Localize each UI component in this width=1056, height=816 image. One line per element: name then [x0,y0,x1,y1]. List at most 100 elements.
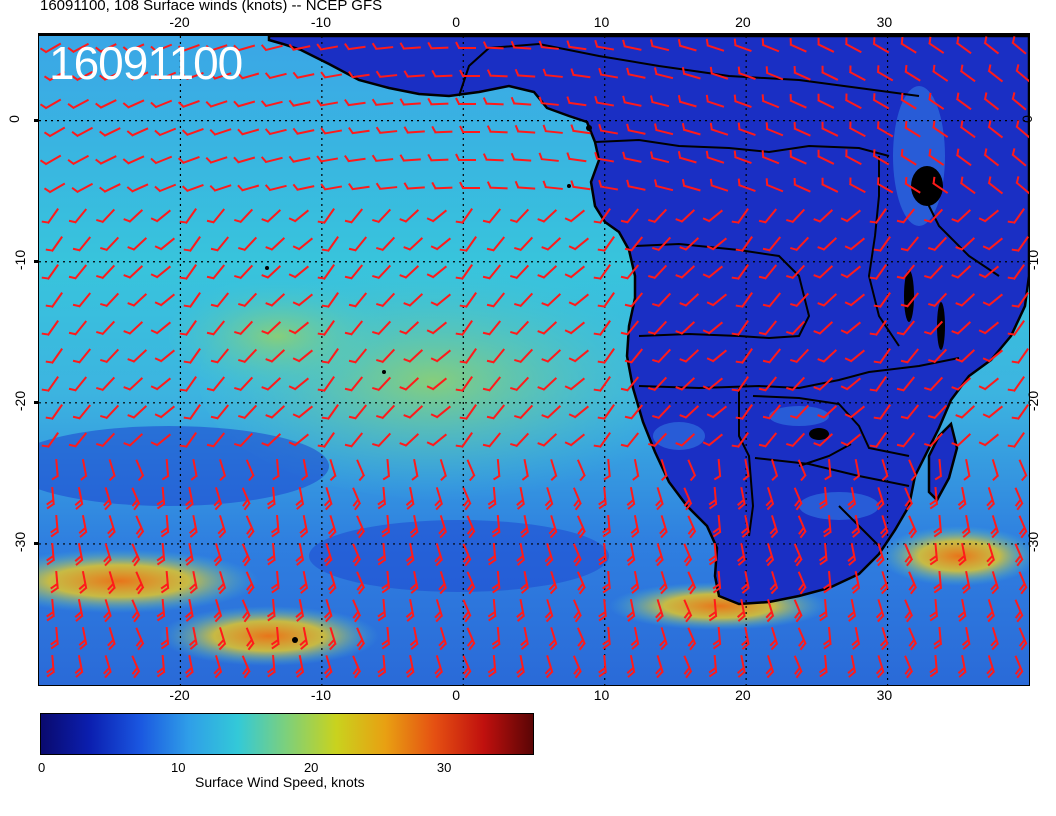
wind-barb [765,178,784,193]
wind-barb [183,292,201,308]
wind-barb [327,571,337,595]
wind-barb [206,320,226,336]
wind-barb [409,570,419,594]
wind-barb [765,543,775,567]
lat-tick-left: 0 [5,114,22,123]
wind-barb [399,265,420,279]
wind-barb [904,176,921,194]
wind-barb [516,486,525,510]
wind-barb [123,433,144,447]
wind-barb [896,264,916,280]
wind-barb [434,487,443,511]
wind-barb [206,376,226,392]
wind-barb [789,93,807,109]
wind-barb [769,571,779,595]
wind-barb [626,598,636,622]
wind-barb [817,37,835,53]
wind-barb [372,208,392,224]
wind-barb [96,208,116,224]
lat-tick-right: -10 [1025,249,1042,270]
wind-barb [1018,571,1028,595]
wind-barb [818,654,828,678]
wind-barb [430,293,452,307]
wind-barb [687,571,697,595]
wind-barb [438,627,447,651]
wind-barb [264,184,287,192]
wind-barb [626,654,636,678]
wind-barb [265,237,286,251]
wind-barb [708,542,718,566]
wind-barb [963,458,971,481]
wind-barb [156,542,166,566]
wind-barb [568,405,590,419]
wind-barb [961,570,971,594]
wind-barb [844,237,866,251]
wind-barb [896,208,916,224]
wind-barb [399,154,421,162]
lat-tick-right: -20 [1025,390,1042,411]
wind-barb [876,65,894,82]
wind-barb [160,514,170,538]
wind-barb [323,599,333,623]
lakes [265,125,945,643]
wind-barb [403,405,424,419]
wind-barb [405,654,415,678]
lat-tick-right: 0 [1018,114,1035,123]
wind-barb [933,626,942,650]
wind-barb [572,599,582,623]
wind-barb [648,432,668,448]
wind-barb [900,148,917,166]
wind-barb [652,348,672,364]
wind-barb [482,41,504,50]
lon-tick-top: -10 [310,14,332,30]
wind-barb [932,120,949,138]
wind-barb [737,654,746,678]
wind-barb [659,627,668,651]
wind-barb [687,515,697,539]
wind-barb [990,515,999,539]
wind-barb [758,208,778,224]
wind-barb [869,376,887,392]
wind-barb [403,349,424,363]
wind-barb [260,156,283,164]
wind-barb [209,72,232,80]
wind-barb [793,65,811,81]
wind-barb [817,293,838,307]
wind-barb [904,64,921,82]
wind-barb [510,376,530,392]
wind-barb [50,570,59,594]
lon-tick-top: 0 [452,14,461,30]
wind-barb [123,265,144,279]
wind-barb [459,292,477,308]
wind-barb [793,599,803,623]
wind-barb [376,404,396,420]
wind-barb [852,458,861,481]
wind-barb [683,543,693,567]
wind-barb [427,97,449,106]
wind-barb [769,627,779,651]
wind-barb [270,570,280,594]
wind-barb [426,321,448,335]
wind-barb [411,458,419,481]
wind-barb [131,487,141,511]
wind-barb [847,486,857,510]
wind-barb [72,236,92,252]
lat-tick-left: -10 [12,249,29,270]
wind-barb [869,264,887,280]
wind-barb [375,126,398,134]
wind-barb [233,44,256,52]
lon-tick-bottom: 20 [735,687,751,703]
wind-barb [96,376,116,392]
wind-barb [957,654,967,678]
wind-barb [213,599,223,623]
wind-barb [459,348,477,364]
wind-barb [376,348,396,364]
wind-barb [237,128,260,136]
wind-barb [107,571,116,595]
wind-barb [510,320,530,336]
wind-barb [813,209,834,223]
wind-barb [978,209,1000,223]
wind-barb [317,208,335,224]
wind-barb [961,626,971,650]
lat-tick-right: -30 [1025,531,1042,553]
